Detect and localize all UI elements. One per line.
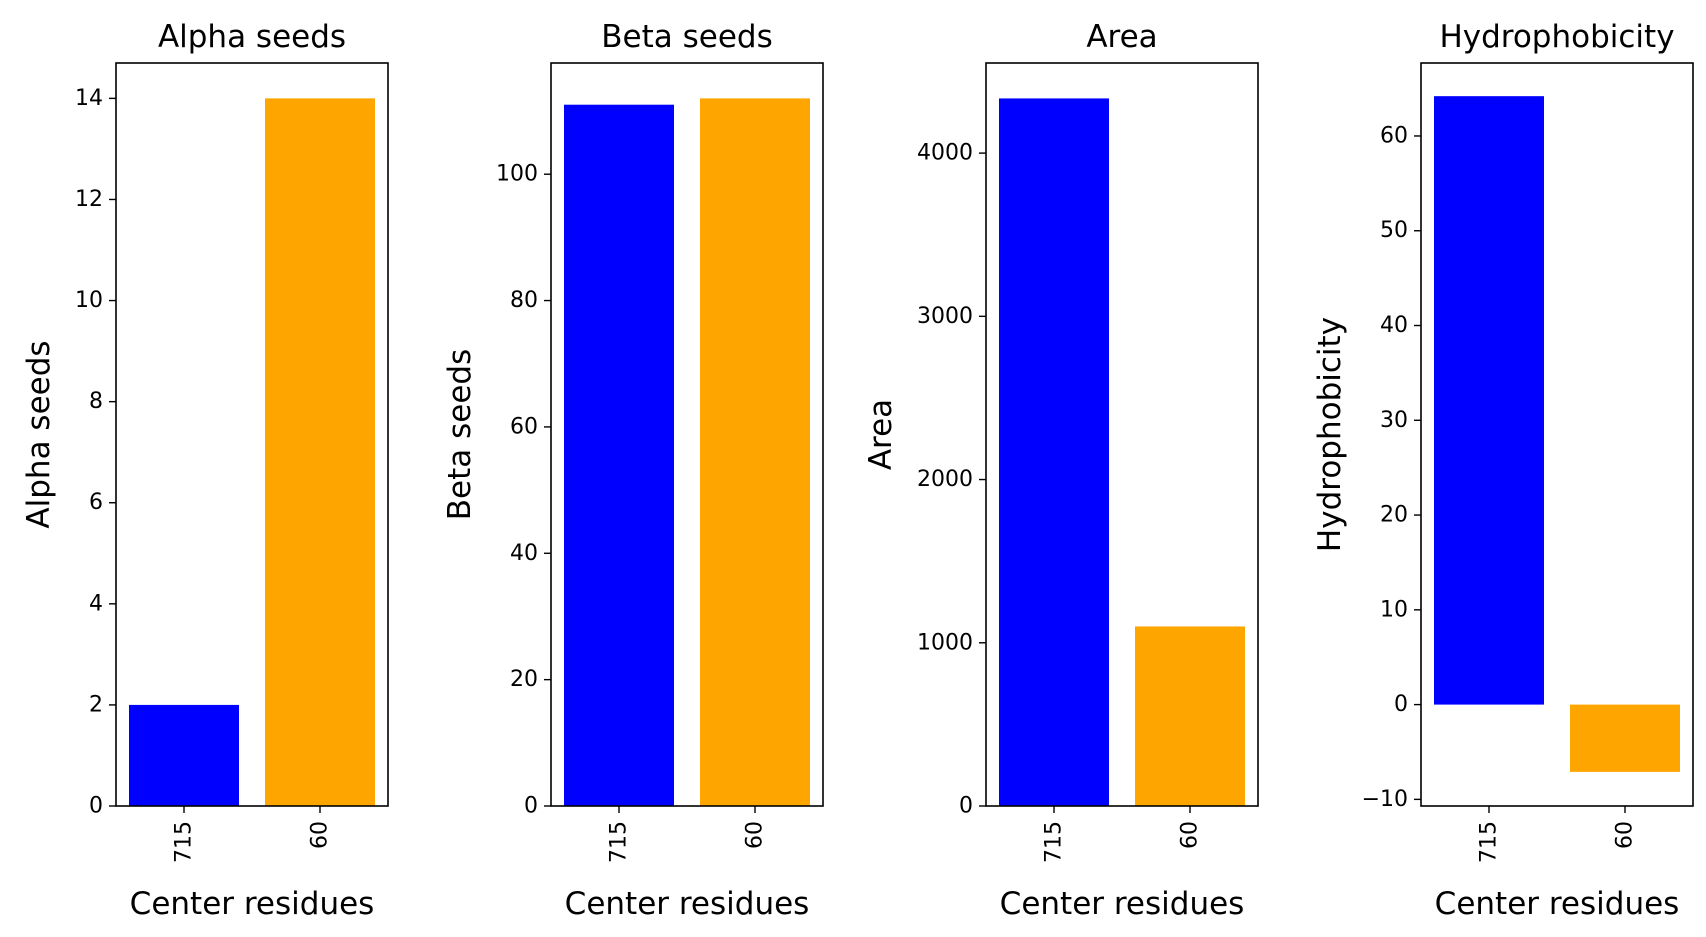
y-axis-label: Alpha seeds <box>21 340 57 528</box>
bar-715 <box>129 704 239 806</box>
y-tick-label: 6 <box>89 490 103 515</box>
x-tick-label: 715 <box>172 821 197 863</box>
y-tick-label: 8 <box>89 389 103 414</box>
y-tick-label: 40 <box>1380 313 1408 338</box>
y-tick-label: 20 <box>510 667 538 692</box>
axes-frame <box>115 62 389 807</box>
chart-panel-1: 0 2 4 6 8 10 12 14 715 60 Alpha seeds Center residu… <box>21 19 389 922</box>
y-tick-label: 50 <box>1380 218 1408 243</box>
y-tick-label: 60 <box>510 414 538 439</box>
y-tick-label: 3000 <box>917 304 973 329</box>
y-tick-label: 0 <box>959 794 973 819</box>
axes-frame <box>985 62 1259 807</box>
y-tick-label: 10 <box>1380 597 1408 622</box>
y-tick-label: 60 <box>1380 123 1408 148</box>
y-tick-label: 1000 <box>917 630 973 655</box>
chart-title: Beta seeds <box>601 19 772 55</box>
chart-panel-3: 0 1000 2000 3000 4000 715 60 Area Center residue… <box>863 19 1259 922</box>
x-axis-label: Center residues <box>1435 886 1680 922</box>
y-tick-label: 0 <box>524 794 538 819</box>
y-tick-label: 80 <box>510 288 538 313</box>
y-tick-label: 30 <box>1380 408 1408 433</box>
y-tick-label: 4 <box>89 591 103 616</box>
y-tick-label: 0 <box>89 794 103 819</box>
y-tick-label: 20 <box>1380 503 1408 528</box>
x-axis-label: Center residues <box>130 886 375 922</box>
bar-715 <box>999 98 1109 807</box>
chart-title: Alpha seeds <box>158 19 346 55</box>
x-tick-label: 60 <box>743 821 768 849</box>
y-tick-label: 2 <box>89 692 103 717</box>
x-tick-label: 60 <box>1613 821 1638 849</box>
chart-panel-2: 0 20 40 60 80 100 715 60 Beta seeds Center residu… <box>442 19 824 922</box>
x-axis-label: Center residues <box>565 886 810 922</box>
y-tick-label: 12 <box>75 187 103 212</box>
axes-frame <box>1420 62 1694 807</box>
axes-frame <box>550 62 824 807</box>
bar-60 <box>265 98 375 806</box>
x-tick-label: 60 <box>308 821 333 849</box>
x-tick-label: 715 <box>1042 821 1067 863</box>
y-axis-label: Area <box>863 399 899 470</box>
x-tick-label: 60 <box>1178 821 1203 849</box>
y-axis-label: Beta seeds <box>442 349 478 520</box>
y-tick-label: 2000 <box>917 467 973 492</box>
y-tick-label: 40 <box>510 541 538 566</box>
x-tick-label: 715 <box>1477 821 1502 863</box>
y-tick-label: 0 <box>1394 692 1408 717</box>
bar-60 <box>1135 626 1245 806</box>
chart-title: Area <box>1086 19 1157 55</box>
y-tick-label: 100 <box>496 162 538 187</box>
chart-title: Hydrophobicity <box>1439 19 1674 55</box>
y-tick-label: 4000 <box>917 141 973 166</box>
x-axis-label: Center residues <box>1000 886 1245 922</box>
bar-715 <box>564 104 674 807</box>
y-axis-label: Hydrophobicity <box>1312 317 1348 552</box>
bar-60 <box>700 98 810 806</box>
x-tick-label: 715 <box>607 821 632 863</box>
y-tick-label: 10 <box>75 288 103 313</box>
y-tick-label: −10 <box>1362 787 1408 812</box>
y-tick-label: 14 <box>75 86 103 111</box>
chart-panel-4: −10 0 10 20 30 40 50 60 715 60 Hydrophobicity Cente… <box>1312 19 1694 922</box>
bar-60 <box>1570 704 1680 772</box>
bar-715 <box>1434 96 1544 705</box>
